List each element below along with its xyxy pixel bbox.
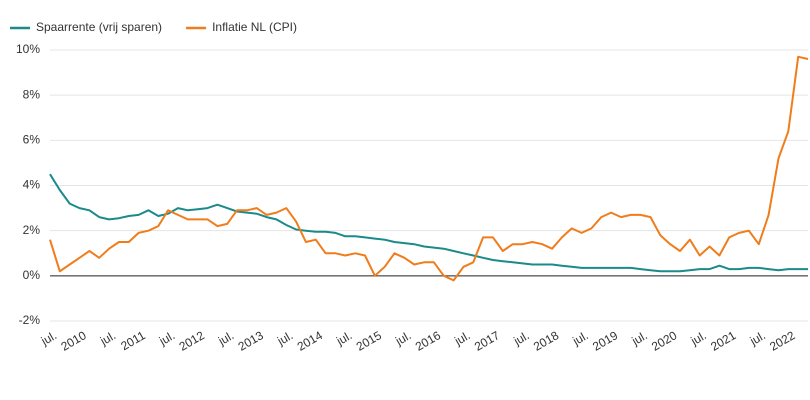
x-tick-label: jul.: [215, 328, 236, 348]
y-tick-label: 8%: [23, 87, 41, 101]
x-tick-label: 2011: [118, 328, 148, 353]
x-tick-label: jul.: [510, 328, 531, 348]
x-tick-label: 2014: [295, 328, 325, 354]
y-tick-label: 4%: [23, 178, 41, 192]
x-tick-label: jul.: [156, 328, 177, 348]
x-tick-label: 2013: [236, 328, 266, 354]
x-tick-label: jul.: [333, 328, 354, 348]
x-tick-label: 2017: [472, 328, 502, 354]
x-tick-label: jul.: [451, 328, 472, 348]
x-tick-label: 2018: [531, 328, 561, 354]
x-tick-label: 2019: [590, 328, 620, 354]
y-tick-label: 2%: [23, 223, 41, 237]
x-tick-label: jul.: [38, 328, 59, 348]
series-line: [49, 55, 809, 282]
x-tick-label: 2020: [649, 328, 679, 354]
legend-label: Inflatie NL (CPI): [212, 20, 297, 34]
x-tick-label: 2022: [767, 328, 797, 354]
x-tick-label: jul.: [747, 328, 768, 348]
x-tick-label: 2016: [413, 328, 443, 354]
x-tick-label: jul.: [392, 328, 413, 348]
y-tick-label: 6%: [23, 133, 41, 147]
x-tick-label: jul.: [274, 328, 295, 348]
y-tick-label: -2%: [19, 313, 41, 327]
x-tick-label: 2010: [58, 328, 88, 354]
legend-label: Spaarrente (vrij sparen): [36, 20, 162, 34]
series-line: [49, 173, 808, 273]
y-tick-label: 0%: [23, 268, 41, 282]
x-tick-label: jul.: [570, 328, 591, 348]
x-tick-label: 2021: [708, 328, 738, 354]
x-tick-label: jul.: [688, 328, 709, 348]
y-tick-label: 10%: [16, 42, 40, 56]
x-tick-label: jul.: [629, 328, 650, 348]
x-tick-label: 2012: [177, 328, 207, 354]
x-tick-label: jul.: [97, 328, 118, 348]
x-tick-label: 2015: [354, 328, 384, 354]
